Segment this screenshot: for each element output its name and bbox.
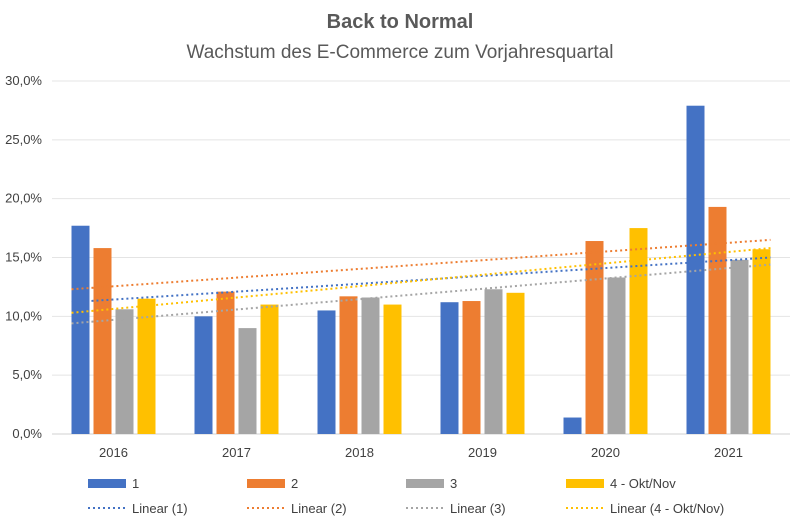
bar-series-4-okt-nov-2016 bbox=[137, 298, 156, 434]
bar-series-1-2018 bbox=[317, 310, 336, 434]
bar-series-1-2019 bbox=[440, 302, 459, 434]
bar-series-1-2016 bbox=[71, 225, 90, 434]
y-tick-label: 30,0% bbox=[5, 73, 42, 88]
bar-series-4-okt-nov-2020 bbox=[629, 228, 648, 434]
x-tick-label: 2017 bbox=[222, 445, 251, 460]
legend-swatch bbox=[406, 479, 444, 488]
trendline-3 bbox=[71, 263, 771, 325]
chart-title: Back to Normal bbox=[327, 11, 474, 33]
gridlines bbox=[52, 80, 790, 435]
legend-swatch bbox=[88, 479, 126, 488]
y-tick-label: 20,0% bbox=[5, 191, 42, 206]
trendlines bbox=[71, 238, 771, 325]
legend-trend-label: Linear (3) bbox=[450, 501, 506, 516]
bar-series-4-okt-nov-2021 bbox=[752, 249, 771, 434]
y-tick-label: 25,0% bbox=[5, 132, 42, 147]
x-tick-label: 2019 bbox=[468, 445, 497, 460]
bar-series-2-2017 bbox=[216, 291, 235, 434]
x-tick-label: 2020 bbox=[591, 445, 620, 460]
legend-trend-label: Linear (2) bbox=[291, 501, 347, 516]
chart-subtitle: Wachstum des E-Commerce zum Vorjahresqua… bbox=[187, 42, 614, 63]
legend-trend-label: Linear (1) bbox=[132, 501, 188, 516]
bar-series-3-2016 bbox=[115, 309, 134, 434]
bar-series-2-2020 bbox=[585, 241, 604, 434]
bar-series-2-2016 bbox=[93, 248, 112, 434]
bar-series-1-2020 bbox=[563, 417, 582, 434]
x-tick-label: 2018 bbox=[345, 445, 374, 460]
bar-series-3-2018 bbox=[361, 297, 380, 434]
bar-series-4-okt-nov-2019 bbox=[506, 292, 525, 434]
legend-label: 2 bbox=[291, 476, 298, 491]
bar-series-3-2020 bbox=[607, 277, 626, 434]
legend-label: 4 - Okt/Nov bbox=[610, 476, 676, 491]
bar-series-3-2017 bbox=[238, 328, 257, 434]
bar-series-4-okt-nov-2017 bbox=[260, 304, 279, 434]
x-tick-label: 2021 bbox=[714, 445, 743, 460]
y-tick-label: 5,0% bbox=[12, 367, 42, 382]
bars bbox=[71, 105, 771, 435]
bar-series-3-2021 bbox=[730, 259, 749, 434]
legend-swatch bbox=[566, 479, 604, 488]
bar-series-1-2021 bbox=[686, 105, 705, 435]
legend-swatch bbox=[247, 479, 285, 488]
bar-series-4-okt-nov-2018 bbox=[383, 304, 402, 434]
legend: 1 2 3 4 - Okt/Nov Linear (1) Linear (2) Linear… bbox=[88, 476, 724, 516]
bar-series-2-2018 bbox=[339, 296, 358, 434]
legend-trend-label: Linear (4 - Okt/Nov) bbox=[610, 501, 724, 516]
bar-series-2-2021 bbox=[708, 206, 727, 434]
y-tick-label: 0,0% bbox=[12, 426, 42, 441]
legend-label: 1 bbox=[132, 476, 139, 491]
bar-series-3-2019 bbox=[484, 289, 503, 434]
y-axis-ticks: 0,0% 5,0% 10,0% 15,0% 20,0% 25,0% 30,0% bbox=[5, 73, 42, 441]
bar-series-2-2019 bbox=[462, 301, 481, 434]
trendline-2 bbox=[71, 238, 771, 291]
y-tick-label: 15,0% bbox=[5, 250, 42, 265]
trendline-4 bbox=[71, 247, 771, 314]
legend-label: 3 bbox=[450, 476, 457, 491]
x-axis-ticks: 2016 2017 2018 2019 2020 2021 bbox=[99, 445, 743, 460]
y-tick-label: 10,0% bbox=[5, 308, 42, 323]
bar-series-1-2017 bbox=[194, 316, 213, 434]
x-tick-label: 2016 bbox=[99, 445, 128, 460]
